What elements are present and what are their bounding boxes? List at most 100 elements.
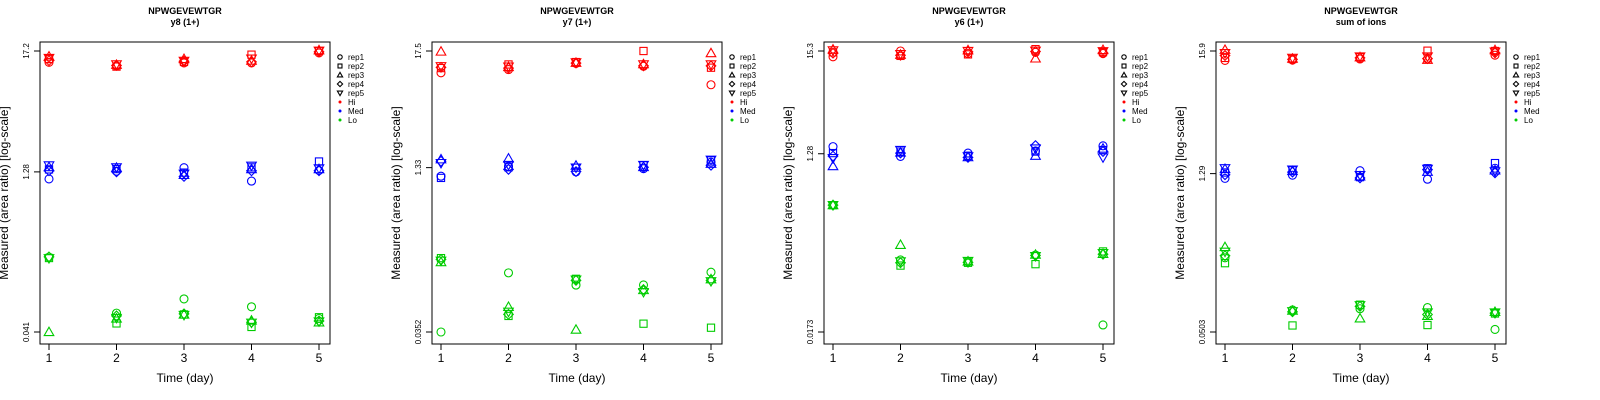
legend-color-dot	[1514, 100, 1518, 104]
data-point-hi-rep5	[962, 46, 974, 57]
data-point-med-rep4	[502, 163, 515, 175]
data-point-med-rep5	[110, 163, 123, 174]
data-point-lo-rep1	[246, 302, 257, 312]
data-point-lo-rep1	[1098, 320, 1108, 330]
data-point-lo-rep5	[1354, 301, 1366, 312]
x-tick-label: 2	[505, 351, 512, 365]
data-point-hi-rep3	[435, 45, 447, 56]
legend-marker-rep5	[1512, 90, 1520, 97]
data-point-lo-rep5	[313, 317, 325, 328]
data-point-lo-rep1	[571, 280, 581, 290]
legend-marker-rep5	[336, 90, 344, 97]
y-tick-label: 0.041	[22, 321, 31, 342]
data-point-hi-rep3	[43, 50, 55, 61]
data-point-lo-rep2	[112, 319, 121, 328]
data-point-lo-rep5	[827, 201, 839, 212]
plot-frame	[39, 41, 331, 345]
data-point-hi-rep2	[639, 46, 648, 56]
legend-marker-rep4	[728, 80, 736, 88]
data-point-lo-rep3	[43, 326, 55, 337]
data-point-hi-rep5	[1219, 49, 1231, 60]
data-point-hi-rep3	[705, 47, 717, 58]
legend-label: rep3	[1132, 71, 1149, 80]
data-point-lo-rep3	[1354, 312, 1366, 323]
data-point-lo-rep3	[1029, 248, 1042, 259]
data-point-med-rep5	[313, 164, 325, 175]
data-point-hi-rep5	[705, 60, 717, 71]
y-axis-label: Measured (area ratio) [log-scale]	[1173, 106, 1187, 279]
x-tick-label: 4	[640, 351, 647, 365]
data-point-lo-rep5	[1421, 308, 1434, 319]
data-point-lo-rep4	[1421, 308, 1434, 321]
data-point-lo-rep5	[435, 256, 447, 267]
data-point-med-rep4	[1097, 145, 1109, 158]
data-point-hi-rep5	[1029, 46, 1042, 57]
data-point-lo-rep5	[502, 307, 515, 318]
data-point-med-rep5	[827, 154, 839, 165]
data-point-hi-rep5	[43, 53, 55, 64]
data-point-hi-rep3	[1029, 52, 1042, 63]
x-tick-label: 1	[46, 351, 53, 365]
legend-label: rep3	[740, 71, 757, 80]
legend-label: Hi	[740, 98, 748, 107]
legend-color-dot	[730, 100, 734, 104]
x-tick-label: 2	[1289, 351, 1296, 365]
legend-color-dot	[338, 118, 342, 122]
data-point-med-rep3	[1029, 149, 1042, 160]
legend-label: rep2	[1132, 62, 1149, 71]
x-tick-label: 1	[438, 351, 445, 365]
data-point-med-rep1	[1098, 141, 1108, 151]
data-point-hi-rep5	[110, 60, 123, 71]
data-point-hi-rep3	[1489, 44, 1501, 55]
legend-color-dot	[338, 100, 342, 104]
y-tick-label: 15.9	[1198, 43, 1207, 59]
panel-title: NPWGEVEWTGR	[932, 6, 1006, 16]
data-point-hi-rep2	[963, 50, 973, 59]
legend-label: rep2	[1524, 62, 1541, 71]
legend-marker-rep4	[336, 80, 344, 88]
legend-label: rep4	[1524, 80, 1541, 89]
panel-title: NPWGEVEWTGR	[540, 6, 614, 16]
y-tick-label: 15.3	[806, 43, 815, 59]
legend-label: rep1	[348, 53, 365, 62]
data-point-med-rep5	[1354, 171, 1366, 182]
data-point-med-rep5	[1286, 165, 1299, 176]
plot-frame	[1215, 41, 1507, 345]
data-point-hi-rep5	[894, 49, 907, 60]
data-point-hi-rep5	[1421, 52, 1434, 63]
legend-marker-rep3	[1120, 71, 1128, 78]
data-point-lo-rep5	[178, 310, 190, 321]
y-tick-label: 1.33	[414, 159, 423, 175]
data-point-hi-rep5	[178, 56, 190, 67]
data-point-lo-rep1	[895, 255, 906, 265]
x-tick-label: 3	[1357, 351, 1364, 365]
legend-color-dot	[338, 109, 342, 113]
data-point-med-rep1	[1220, 173, 1230, 183]
x-tick-label: 5	[708, 351, 715, 365]
data-point-lo-rep3	[827, 199, 839, 210]
data-point-lo-rep2	[639, 319, 648, 328]
data-point-lo-rep5	[962, 256, 974, 267]
x-axis-label: Time (day)	[941, 371, 998, 385]
data-point-lo-rep4	[43, 251, 55, 263]
y-tick-label: 17.5	[414, 43, 423, 59]
data-point-med-rep5	[1421, 164, 1434, 175]
data-point-lo-rep5	[1097, 249, 1109, 260]
data-point-lo-rep2	[314, 313, 324, 322]
data-point-med-rep1	[436, 171, 446, 181]
legend-marker-rep2	[1513, 63, 1519, 69]
legend-marker-rep1	[729, 54, 735, 60]
data-point-med-rep5	[637, 160, 650, 171]
legend-label: rep1	[1524, 53, 1541, 62]
data-point-lo-rep4	[502, 308, 515, 320]
panel-subtitle: sum of ions	[1336, 17, 1387, 27]
data-point-hi-rep5	[1489, 47, 1501, 58]
legend-label: Lo	[1524, 116, 1533, 125]
data-point-med-rep3	[570, 159, 582, 170]
data-point-hi-rep5	[245, 54, 258, 65]
